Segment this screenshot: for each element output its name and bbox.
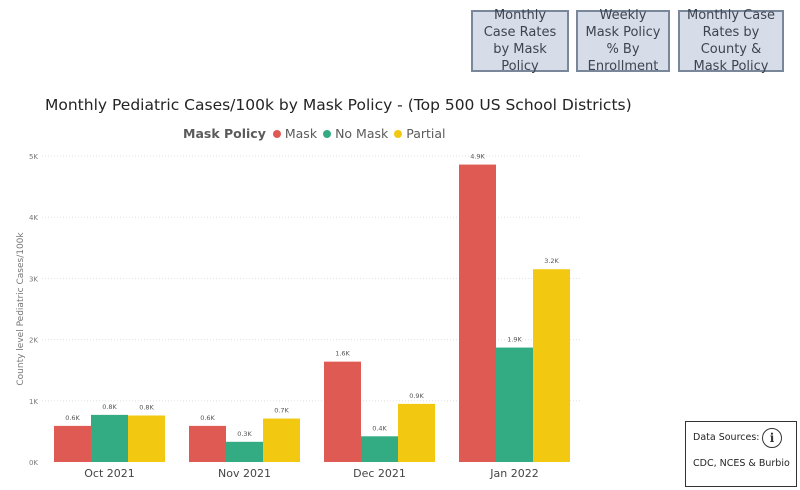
nav-button-case-rates-by-mask-policy[interactable]: Monthly Case Rates by Mask Policy xyxy=(471,8,569,74)
legend-swatch-no-mask xyxy=(323,129,332,138)
nav-button-case-rates-by-county[interactable]: Monthly Case Rates by County & Mask Poli… xyxy=(678,8,784,74)
chart-legend: Mask Policy Mask No Mask Partial xyxy=(183,126,452,141)
bar-no-mask xyxy=(91,414,128,462)
bar-mask xyxy=(324,361,361,462)
bar-mask xyxy=(54,425,91,462)
nav-button-label: Monthly Case Rates by County & Mask Poli… xyxy=(687,8,775,74)
legend-item-no-mask[interactable]: No Mask xyxy=(323,126,388,141)
data-label: 1.6K xyxy=(335,350,350,358)
y-tick-label: 5K xyxy=(29,153,38,161)
legend-title: Mask Policy xyxy=(183,126,266,141)
data-label: 0.8K xyxy=(102,403,117,411)
info-icon[interactable]: i xyxy=(762,428,782,448)
y-tick-label: 1K xyxy=(29,398,38,406)
nav-button-label: Monthly Case Rates by Mask Policy xyxy=(483,8,557,74)
data-label: 0.8K xyxy=(139,403,154,411)
data-label: 0.9K xyxy=(409,392,424,400)
legend-swatch-mask xyxy=(272,129,281,138)
bar-no-mask xyxy=(361,436,398,462)
x-tick-label: Dec 2021 xyxy=(353,467,406,480)
y-tick-label: 2K xyxy=(29,337,38,345)
legend-item-partial[interactable]: Partial xyxy=(394,126,446,141)
chart-title: Monthly Pediatric Cases/100k by Mask Pol… xyxy=(45,96,632,114)
y-tick-label: 3K xyxy=(29,275,38,283)
legend-label-mask: Mask xyxy=(284,126,318,141)
legend-swatch-partial xyxy=(394,129,403,138)
data-label: 0.3K xyxy=(237,430,252,438)
nav-button-label: Weekly Mask Policy % By Enrollment xyxy=(585,8,661,74)
data-label: 0.7K xyxy=(274,407,289,415)
data-sources-heading: Data Sources: xyxy=(693,432,760,443)
y-tick-label: 0K xyxy=(29,459,38,467)
y-tick-label: 4K xyxy=(29,214,38,222)
x-tick-label: Nov 2021 xyxy=(218,467,271,480)
y-axis-title: County level Pediatric Cases/100k xyxy=(16,232,26,386)
data-label: 4.9K xyxy=(470,153,485,161)
legend-item-mask[interactable]: Mask xyxy=(272,126,318,141)
bar-partial xyxy=(533,269,570,462)
nav-button-weekly-mask-policy[interactable]: Weekly Mask Policy % By Enrollment xyxy=(576,8,670,74)
data-label: 0.6K xyxy=(200,414,215,422)
bar-partial xyxy=(398,403,435,462)
bar-partial xyxy=(263,418,300,462)
data-label: 3.2K xyxy=(544,257,559,265)
bar-mask xyxy=(189,425,226,462)
data-label: 1.9K xyxy=(507,336,522,344)
bar-mask xyxy=(459,164,496,462)
bar-no-mask xyxy=(496,347,533,462)
legend-label-no-mask: No Mask xyxy=(335,126,389,141)
x-tick-label: Jan 2022 xyxy=(489,467,538,480)
legend-label-partial: Partial xyxy=(406,126,446,141)
data-sources-text: CDC, NCES & Burbio xyxy=(693,458,790,469)
data-sources-box: Data Sources: i CDC, NCES & Burbio xyxy=(685,421,797,487)
bar-partial xyxy=(128,415,165,462)
data-label: 0.4K xyxy=(372,424,387,432)
data-label: 0.6K xyxy=(65,414,80,422)
x-tick-label: Oct 2021 xyxy=(84,467,135,480)
bar-no-mask xyxy=(226,441,263,462)
